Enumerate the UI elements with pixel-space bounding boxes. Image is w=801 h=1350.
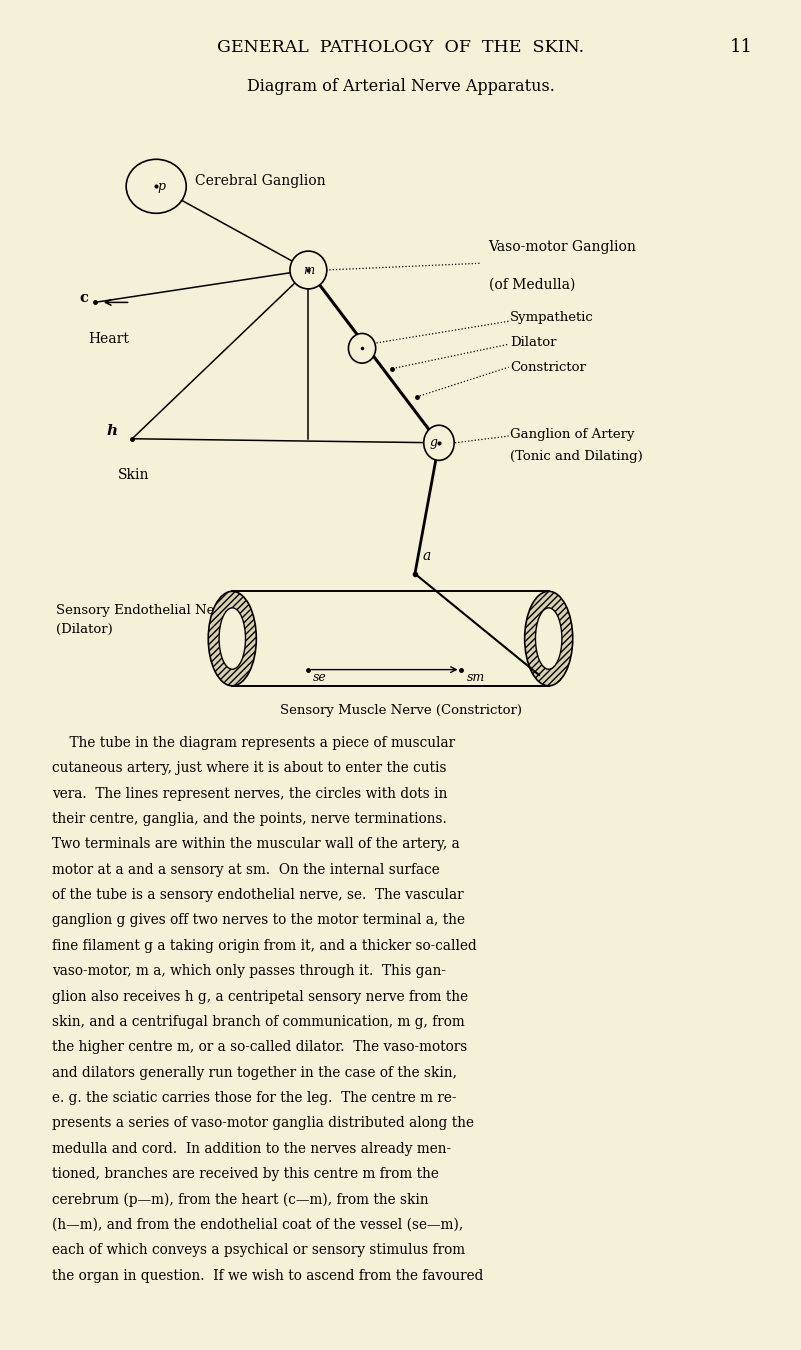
Text: cutaneous artery, just where it is about to enter the cutis: cutaneous artery, just where it is about…: [52, 761, 447, 775]
Text: Skin: Skin: [118, 468, 149, 482]
Text: The tube in the diagram represents a piece of muscular: The tube in the diagram represents a pie…: [52, 736, 455, 749]
Text: of the tube is a sensory endothelial nerve, se.  The vascular: of the tube is a sensory endothelial ner…: [52, 888, 464, 902]
Text: a: a: [423, 549, 431, 563]
Text: (Dilator): (Dilator): [56, 622, 113, 636]
Text: Constrictor: Constrictor: [510, 360, 586, 374]
Text: cerebrum (p—m), from the heart (c—m), from the skin: cerebrum (p—m), from the heart (c—m), fr…: [52, 1192, 429, 1207]
FancyBboxPatch shape: [232, 591, 549, 686]
Text: (of Medulla): (of Medulla): [489, 278, 575, 292]
Text: vera.  The lines represent nerves, the circles with dots in: vera. The lines represent nerves, the ci…: [52, 787, 448, 801]
Ellipse shape: [525, 591, 573, 686]
Text: each of which conveys a psychical or sensory stimulus from: each of which conveys a psychical or sen…: [52, 1243, 465, 1257]
Text: m: m: [303, 263, 314, 277]
Text: GENERAL  PATHOLOGY  OF  THE  SKIN.: GENERAL PATHOLOGY OF THE SKIN.: [217, 39, 584, 55]
Text: motor at a and a sensory at sm.  On the internal surface: motor at a and a sensory at sm. On the i…: [52, 863, 440, 876]
Text: Dilator: Dilator: [510, 336, 557, 350]
Text: ganglion g gives off two nerves to the motor terminal a, the: ganglion g gives off two nerves to the m…: [52, 914, 465, 927]
Ellipse shape: [424, 425, 454, 460]
Text: tioned, branches are received by this centre m from the: tioned, branches are received by this ce…: [52, 1168, 439, 1181]
Ellipse shape: [348, 333, 376, 363]
Text: and dilators generally run together in the case of the skin,: and dilators generally run together in t…: [52, 1065, 457, 1080]
Text: (Tonic and Dilating): (Tonic and Dilating): [510, 450, 643, 463]
Text: their centre, ganglia, and the points, nerve terminations.: their centre, ganglia, and the points, n…: [52, 811, 447, 826]
Text: glion also receives h g, a centripetal sensory nerve from the: glion also receives h g, a centripetal s…: [52, 990, 469, 1003]
Text: Diagram of Arterial Nerve Apparatus.: Diagram of Arterial Nerve Apparatus.: [247, 78, 554, 94]
Text: skin, and a centrifugal branch of communication, m g, from: skin, and a centrifugal branch of commun…: [52, 1015, 465, 1029]
Text: Heart: Heart: [88, 332, 129, 346]
Text: h: h: [107, 424, 118, 437]
Text: 11: 11: [730, 38, 752, 57]
Text: c: c: [79, 292, 88, 305]
Text: medulla and cord.  In addition to the nerves already men-: medulla and cord. In addition to the ner…: [52, 1142, 451, 1156]
Text: se: se: [312, 671, 326, 684]
Text: (h—m), and from the endothelial coat of the vessel (se—m),: (h—m), and from the endothelial coat of …: [52, 1218, 463, 1233]
Text: vaso-motor, m a, which only passes through it.  This gan-: vaso-motor, m a, which only passes throu…: [52, 964, 446, 979]
Text: presents a series of vaso-motor ganglia distributed along the: presents a series of vaso-motor ganglia …: [52, 1116, 474, 1130]
Ellipse shape: [535, 608, 562, 670]
Text: the organ in question.  If we wish to ascend from the favoured: the organ in question. If we wish to asc…: [52, 1269, 484, 1282]
Text: p: p: [158, 180, 166, 193]
Text: sm: sm: [467, 671, 485, 684]
Ellipse shape: [290, 251, 327, 289]
Text: g: g: [429, 436, 437, 450]
Ellipse shape: [208, 591, 256, 686]
Text: Cerebral Ganglion: Cerebral Ganglion: [195, 174, 325, 188]
Text: fine filament g a taking origin from it, and a thicker so-called: fine filament g a taking origin from it,…: [52, 938, 477, 953]
Text: Sympathetic: Sympathetic: [510, 310, 594, 324]
Text: Vaso-motor Ganglion: Vaso-motor Ganglion: [489, 240, 637, 254]
Text: Ganglion of Artery: Ganglion of Artery: [510, 428, 634, 441]
Text: Sensory Endothelial Nerve: Sensory Endothelial Nerve: [56, 603, 236, 617]
Text: Two terminals are within the muscular wall of the artery, a: Two terminals are within the muscular wa…: [52, 837, 460, 852]
Text: the higher centre m, or a so-called dilator.  The vaso-motors: the higher centre m, or a so-called dila…: [52, 1041, 467, 1054]
Text: e. g. the sciatic carries those for the leg.  The centre m re-: e. g. the sciatic carries those for the …: [52, 1091, 457, 1106]
Text: Sensory Muscle Nerve (Constrictor): Sensory Muscle Nerve (Constrictor): [280, 703, 521, 717]
Ellipse shape: [127, 159, 186, 213]
Ellipse shape: [219, 608, 245, 670]
